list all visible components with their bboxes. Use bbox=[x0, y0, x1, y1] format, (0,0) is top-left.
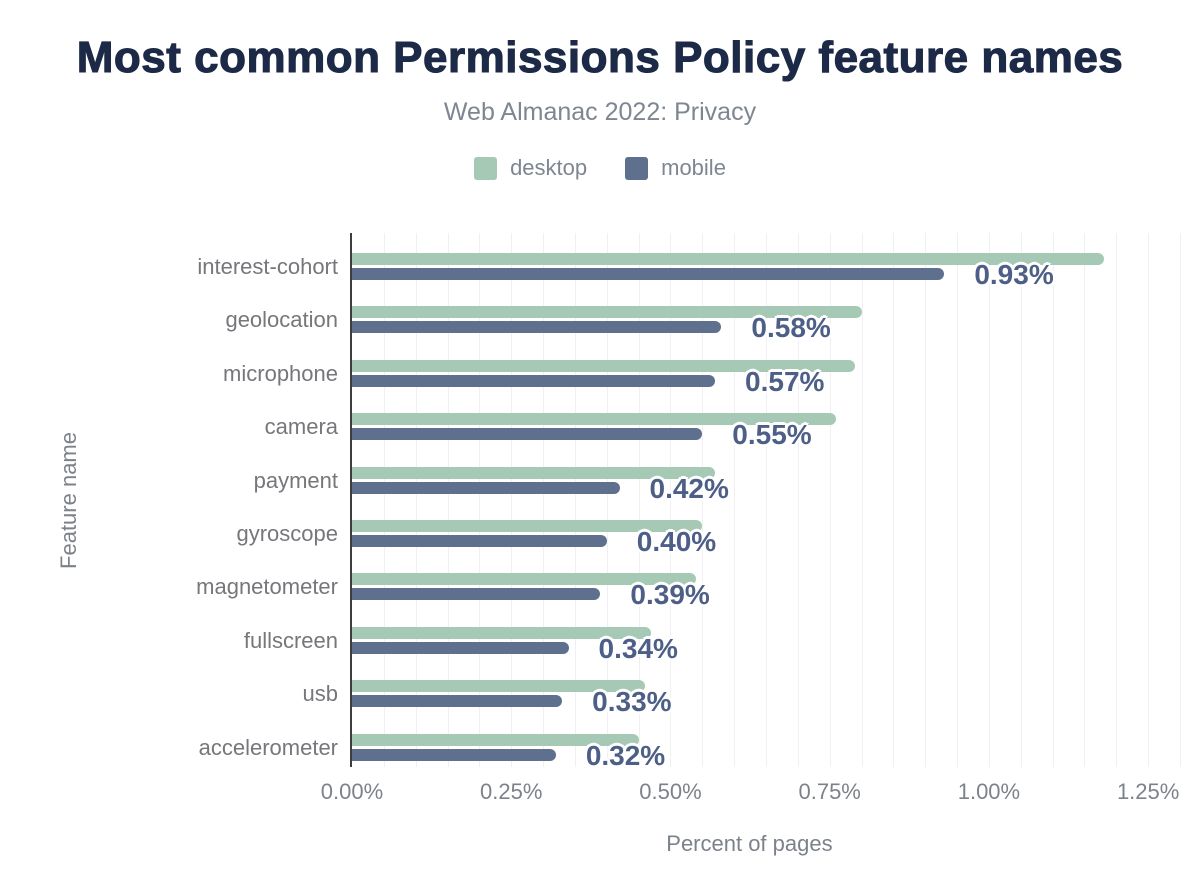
bar-desktop[interactable] bbox=[352, 306, 862, 319]
x-tick-label: 1.00% bbox=[957, 779, 1021, 804]
legend-label-desktop: desktop bbox=[510, 155, 588, 180]
category-label: magnetometer bbox=[196, 574, 338, 600]
gridline bbox=[797, 233, 799, 767]
chart-row: gyroscope 0.40% bbox=[236, 500, 1180, 557]
bar-desktop[interactable] bbox=[352, 626, 652, 639]
chart-row: microphone 0.57% bbox=[223, 340, 1180, 397]
gridline bbox=[702, 233, 704, 767]
gridline bbox=[893, 233, 895, 767]
gridline bbox=[383, 233, 385, 767]
bar-mobile[interactable] bbox=[352, 374, 716, 387]
legend-item-mobile: mobile bbox=[625, 155, 726, 181]
gridline bbox=[670, 233, 672, 767]
bar-mobile[interactable] bbox=[352, 748, 556, 761]
chart-row: magnetometer 0.39% bbox=[196, 553, 1180, 610]
x-tick-label: 0.75% bbox=[798, 779, 861, 804]
gridline bbox=[1052, 233, 1054, 767]
bar-value-label: 0.57% bbox=[745, 365, 825, 397]
bar-value-label: 0.33% bbox=[592, 686, 672, 718]
x-tick-label: 0.25% bbox=[480, 779, 543, 804]
bar-desktop[interactable] bbox=[352, 466, 716, 479]
bar-mobile[interactable] bbox=[352, 481, 620, 494]
bar-mobile[interactable] bbox=[352, 321, 722, 334]
bar-mobile[interactable] bbox=[352, 695, 563, 708]
x-tick-label: 0.00% bbox=[320, 779, 384, 804]
bar-desktop[interactable] bbox=[352, 413, 837, 426]
x-tick-label: 0.50% bbox=[639, 779, 702, 804]
category-label: payment bbox=[253, 467, 338, 493]
bars-rows: interest-cohort 0.93% geolocation 0.58% micr… bbox=[196, 233, 1180, 771]
legend-label-mobile: mobile bbox=[661, 155, 726, 180]
gridline bbox=[861, 233, 863, 767]
bar-mobile[interactable] bbox=[352, 641, 569, 654]
bar-value-label: 0.58% bbox=[751, 312, 831, 344]
legend-swatch-mobile-icon bbox=[625, 156, 649, 180]
bar-desktop[interactable] bbox=[352, 253, 1104, 265]
legend-item-desktop: desktop bbox=[474, 155, 587, 181]
chart-row: geolocation 0.58% bbox=[225, 286, 1180, 343]
bar-value-label: 0.55% bbox=[732, 419, 812, 451]
bar-desktop[interactable] bbox=[352, 680, 645, 693]
gridline bbox=[925, 233, 927, 767]
bar-desktop[interactable] bbox=[352, 573, 696, 586]
gridline bbox=[829, 233, 831, 767]
gridline bbox=[638, 233, 640, 767]
gridline bbox=[447, 233, 449, 767]
chart-row: camera 0.55% bbox=[265, 393, 1180, 450]
chart-row: payment 0.42% bbox=[254, 447, 1180, 504]
bar-mobile[interactable] bbox=[352, 428, 703, 441]
gridline bbox=[988, 233, 990, 767]
category-label: geolocation bbox=[225, 307, 338, 333]
bar-mobile[interactable] bbox=[352, 268, 945, 280]
gridline bbox=[479, 233, 481, 767]
gridline bbox=[1020, 233, 1022, 767]
category-label: camera bbox=[264, 414, 338, 440]
chart-row: interest-cohort 0.93% bbox=[197, 233, 1180, 290]
legend: desktop mobile bbox=[0, 155, 1200, 181]
bar-mobile[interactable] bbox=[352, 535, 607, 548]
bar-mobile[interactable] bbox=[352, 588, 601, 601]
gridline bbox=[574, 233, 576, 767]
gridline bbox=[734, 233, 736, 767]
chart-row: accelerometer 0.32% bbox=[199, 714, 1180, 771]
category-label: interest-cohort bbox=[197, 254, 338, 279]
gridline bbox=[415, 233, 417, 767]
y-axis-title: Feature name bbox=[56, 431, 81, 569]
chart-row: fullscreen 0.34% bbox=[244, 607, 1180, 664]
bar-value-label: 0.39% bbox=[630, 579, 710, 611]
gridline bbox=[1180, 233, 1181, 767]
bar-value-label: 0.32% bbox=[585, 739, 666, 771]
bar-value-label: 0.42% bbox=[649, 472, 729, 504]
gridline bbox=[606, 233, 608, 767]
chart-row: usb 0.33% bbox=[303, 660, 1180, 717]
gridline bbox=[1084, 233, 1086, 767]
category-label: gyroscope bbox=[236, 521, 338, 547]
y-axis-line bbox=[350, 233, 352, 767]
x-tick-label: 1.25% bbox=[1116, 779, 1180, 804]
gridline bbox=[957, 233, 959, 767]
bar-value-label: 0.34% bbox=[598, 632, 678, 664]
plot-area: interest-cohort 0.93% geolocation 0.58% micr… bbox=[196, 233, 1181, 856]
bar-value-label: 0.93% bbox=[974, 259, 1054, 290]
page-title: Most common Permissions Policy feature n… bbox=[76, 32, 1124, 82]
gridline bbox=[766, 233, 767, 767]
category-label: accelerometer bbox=[198, 734, 338, 760]
category-label: usb bbox=[302, 681, 338, 707]
bar-desktop[interactable] bbox=[352, 733, 639, 746]
bar-desktop[interactable] bbox=[352, 520, 703, 533]
category-label: microphone bbox=[223, 360, 338, 386]
bar-desktop[interactable] bbox=[352, 359, 856, 372]
bar-value-label: 0.40% bbox=[636, 526, 717, 558]
page-subtitle: Web Almanac 2022: Privacy bbox=[443, 98, 757, 126]
category-label: fullscreen bbox=[243, 627, 338, 653]
gridline bbox=[543, 233, 545, 767]
gridline bbox=[1148, 233, 1150, 767]
gridline bbox=[1116, 233, 1118, 767]
x-axis-title: Percent of pages bbox=[666, 831, 833, 856]
gridline bbox=[511, 233, 513, 767]
legend-swatch-desktop-icon bbox=[474, 156, 498, 180]
